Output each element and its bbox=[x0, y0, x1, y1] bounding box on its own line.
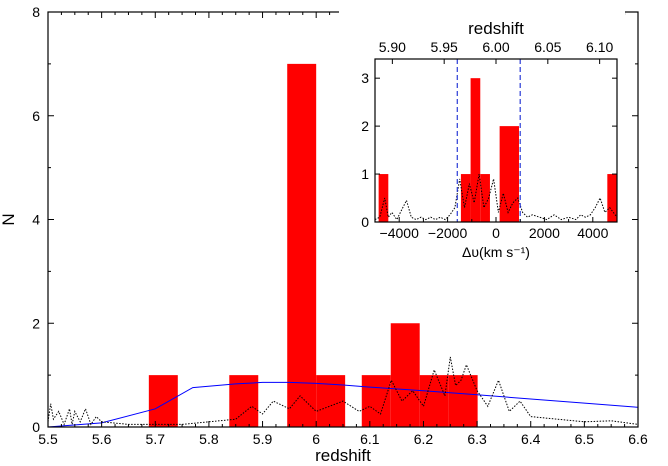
inset-bar bbox=[499, 126, 519, 222]
main-bar bbox=[390, 323, 420, 427]
inset-x-tick-label: −4000 bbox=[380, 225, 420, 241]
inset-bar bbox=[480, 174, 490, 222]
main-x-tick-label: 6.6 bbox=[628, 431, 648, 447]
main-x-axis-label: redshift bbox=[315, 446, 371, 465]
main-bar bbox=[316, 375, 346, 427]
main-y-axis-label: N bbox=[0, 213, 18, 225]
main-x-tick-label: 5.5 bbox=[38, 431, 58, 447]
main-bar bbox=[361, 375, 391, 427]
inset-x-tick-label: 0 bbox=[492, 225, 500, 241]
main-x-tick-label: 5.6 bbox=[92, 431, 112, 447]
inset-y-tick-label: 3 bbox=[361, 70, 369, 86]
inset-x-tick-label: −2000 bbox=[428, 225, 468, 241]
main-y-tick-label: 2 bbox=[32, 315, 40, 331]
inset-bar bbox=[378, 174, 389, 222]
main-y-tick-label: 0 bbox=[32, 419, 40, 435]
main-x-tick-label: 6.2 bbox=[414, 431, 434, 447]
inset-x-tick-label: 2000 bbox=[529, 225, 560, 241]
inset-top-tick-label: 6.10 bbox=[586, 39, 613, 55]
main-bar bbox=[148, 375, 178, 427]
inset-bar bbox=[460, 174, 471, 222]
inset-curves bbox=[374, 59, 618, 222]
inset-bar bbox=[470, 78, 481, 222]
main-y-tick-label: 6 bbox=[32, 108, 40, 124]
inset-x-tick-label: 4000 bbox=[577, 225, 608, 241]
inset-bar bbox=[607, 174, 617, 222]
main-x-tick-label: 6.3 bbox=[467, 431, 487, 447]
main-x-tick-label: 6.4 bbox=[521, 431, 541, 447]
main-x-tick-label: 6 bbox=[312, 431, 320, 447]
main-bar bbox=[448, 375, 478, 427]
main-x-tick-label: 5.9 bbox=[253, 431, 273, 447]
main-x-tick-label: 5.7 bbox=[146, 431, 166, 447]
main-histogram bbox=[148, 63, 478, 427]
inset-top-tick-label: 6.05 bbox=[534, 39, 561, 55]
main-x-tick-label: 6.5 bbox=[575, 431, 595, 447]
inset-axis-ticks: −4000 −2000 0 2000 4000 0 1 2 3 5.90 5.95 6.00 6.05 6… bbox=[361, 39, 618, 241]
main-y-tick-label: 8 bbox=[32, 4, 40, 20]
main-y-tick-label: 4 bbox=[32, 212, 40, 228]
inset-y-tick-label: 1 bbox=[361, 166, 369, 182]
inset-top-tick-label: 6.00 bbox=[482, 39, 509, 55]
inset-x-axis-label: Δυ(km s⁻¹) bbox=[462, 244, 530, 260]
inset-top-tick-label: 5.90 bbox=[379, 39, 406, 55]
inset-top-axis-label: redshift bbox=[468, 19, 524, 38]
main-solid-line bbox=[47, 381, 639, 428]
main-x-tick-label: 5.8 bbox=[199, 431, 219, 447]
main-curves bbox=[47, 356, 639, 428]
inset-y-tick-label: 2 bbox=[361, 118, 369, 134]
main-bar bbox=[419, 375, 449, 427]
main-bar bbox=[287, 63, 317, 427]
inset-top-tick-label: 5.95 bbox=[431, 39, 458, 55]
main-x-tick-label: 6.1 bbox=[360, 431, 380, 447]
inset-y-tick-label: 0 bbox=[361, 214, 369, 230]
